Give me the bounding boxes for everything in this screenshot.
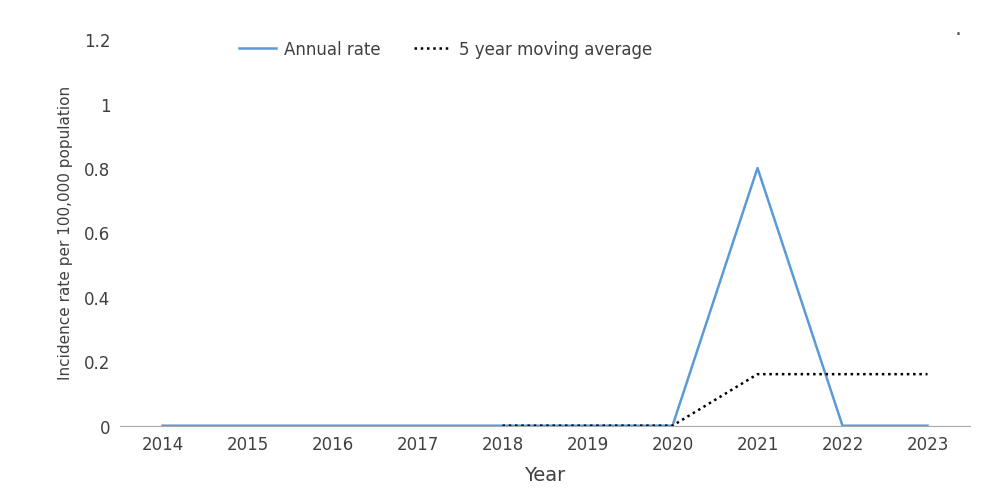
Annual rate bbox=[411, 423, 423, 429]
Annual rate bbox=[326, 423, 338, 429]
Y-axis label: Incidence rate per 100,000 population: Incidence rate per 100,000 population bbox=[58, 86, 73, 380]
Annual rate bbox=[751, 166, 763, 172]
Annual rate bbox=[496, 423, 508, 429]
Text: .: . bbox=[955, 19, 962, 39]
5 year moving average bbox=[581, 423, 593, 429]
Annual rate bbox=[156, 423, 168, 429]
5 year moving average bbox=[496, 423, 508, 429]
Line: 5 year moving average: 5 year moving average bbox=[502, 374, 927, 426]
X-axis label: Year: Year bbox=[524, 464, 566, 483]
Annual rate bbox=[581, 423, 593, 429]
Annual rate bbox=[666, 423, 678, 429]
5 year moving average bbox=[836, 371, 848, 377]
5 year moving average bbox=[921, 371, 933, 377]
Annual rate bbox=[836, 423, 848, 429]
Annual rate bbox=[921, 423, 933, 429]
5 year moving average bbox=[666, 423, 678, 429]
5 year moving average bbox=[751, 371, 763, 377]
Annual rate bbox=[241, 423, 253, 429]
Line: Annual rate: Annual rate bbox=[162, 169, 927, 426]
Legend: Annual rate, 5 year moving average: Annual rate, 5 year moving average bbox=[239, 41, 652, 59]
